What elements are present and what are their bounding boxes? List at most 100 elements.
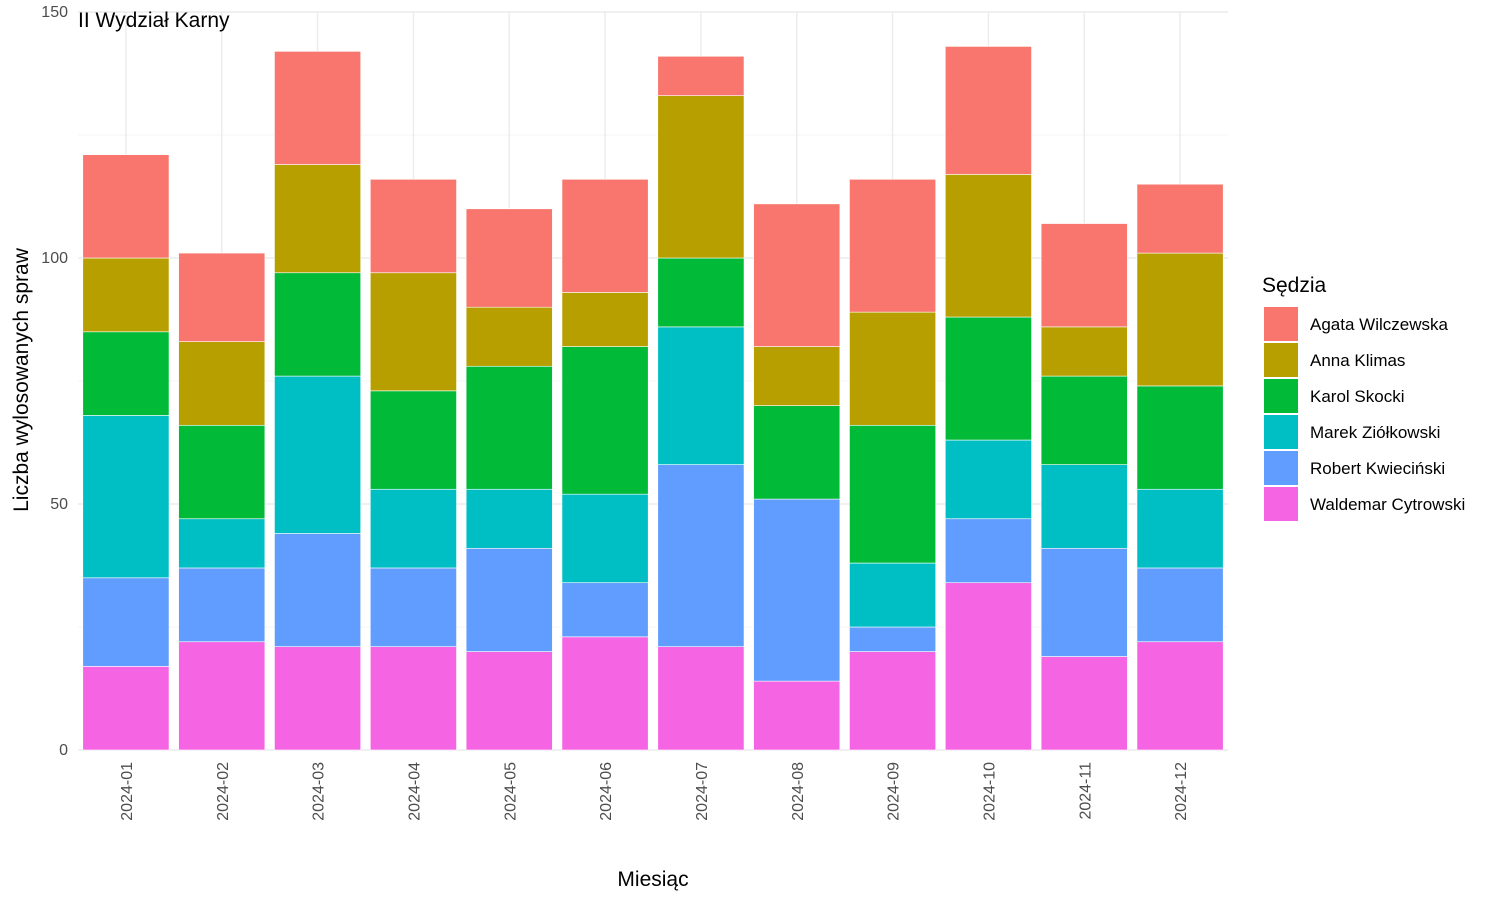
y-tick-label: 0 <box>59 742 68 759</box>
chart-title: II Wydział Karny <box>78 9 230 32</box>
y-axis-tick-labels: 0 50 100 150 <box>41 4 68 759</box>
bar-segment <box>465 208 553 308</box>
bar-segment <box>1040 547 1128 657</box>
bar-segment <box>369 272 457 392</box>
bars <box>82 46 1224 751</box>
bar-segment <box>178 567 266 643</box>
legend-label: Anna Klimas <box>1310 351 1405 370</box>
x-tick-label: 2024-08 <box>790 762 807 821</box>
legend-key <box>1264 415 1298 449</box>
x-axis-title: Miesiąc <box>617 868 688 891</box>
bar-segment <box>561 493 649 584</box>
bar-segment <box>369 646 457 751</box>
bar-segment <box>657 646 745 751</box>
bar-segment <box>944 582 1032 751</box>
bar-segment <box>657 95 745 259</box>
bar-segment <box>753 498 841 682</box>
bar-segment <box>657 326 745 465</box>
x-tick-label: 2024-01 <box>119 762 136 821</box>
x-tick-label: 2024-05 <box>502 762 519 821</box>
bar-segment <box>1136 567 1224 643</box>
bar-segment <box>753 346 841 406</box>
bar-segment <box>1136 488 1224 569</box>
y-tick-label: 100 <box>41 250 68 267</box>
legend: Sędzia Agata Wilczewska Anna Klimas Karol … <box>1262 274 1465 521</box>
bar-segment <box>944 316 1032 441</box>
legend-key <box>1264 307 1298 341</box>
bar-segment <box>753 405 841 500</box>
x-tick-label: 2024-02 <box>215 762 232 821</box>
bar-segment <box>944 174 1032 318</box>
bar-segment <box>1040 326 1128 377</box>
bar-segment <box>82 257 170 333</box>
bar-segment <box>82 154 170 259</box>
x-tick-label: 2024-12 <box>1173 762 1190 821</box>
bar-segment <box>849 562 937 628</box>
bar-segment <box>561 346 649 495</box>
legend-label: Agata Wilczewska <box>1310 315 1448 334</box>
bar-segment <box>465 306 553 367</box>
bar-segment <box>82 666 170 751</box>
bar-segment <box>657 55 745 96</box>
legend-key <box>1264 451 1298 485</box>
legend-key <box>1264 379 1298 413</box>
legend-label: Robert Kwieciński <box>1310 459 1445 478</box>
bar-segment <box>465 488 553 549</box>
bar-segment <box>274 375 362 534</box>
bar-segment <box>369 390 457 490</box>
bar-segment <box>561 582 649 638</box>
bar-segment <box>944 46 1032 175</box>
x-tick-label: 2024-07 <box>694 762 711 821</box>
bar-segment <box>1136 641 1224 751</box>
bar-segment <box>369 488 457 569</box>
bar-segment <box>1040 464 1128 549</box>
y-axis-title: Liczba wylosowanych spraw <box>10 247 33 512</box>
bar-segment <box>849 651 937 751</box>
x-tick-label: 2024-04 <box>406 762 423 821</box>
bar-segment <box>753 680 841 751</box>
y-tick-label: 150 <box>41 4 68 21</box>
bar-segment <box>849 178 937 313</box>
bar-segment <box>178 424 266 520</box>
bar-segment <box>561 178 649 293</box>
bar-segment <box>1040 223 1128 328</box>
bar-segment <box>849 424 937 564</box>
bar-segment <box>274 533 362 647</box>
bar-segment <box>753 203 841 347</box>
bar-segment <box>465 651 553 751</box>
x-axis-tick-labels: 2024-01 2024-02 2024-03 2024-04 2024-05 2024-… <box>119 762 1190 821</box>
legend-label: Karol Skocki <box>1310 387 1404 406</box>
bar-segment <box>178 252 266 342</box>
legend-label: Waldemar Cytrowski <box>1310 495 1465 514</box>
bar-segment <box>369 178 457 274</box>
bar-segment <box>657 257 745 328</box>
bar-segment <box>657 464 745 647</box>
bar-segment <box>561 636 649 751</box>
y-tick-label: 50 <box>50 496 68 513</box>
legend-key <box>1264 343 1298 377</box>
x-tick-label: 2024-10 <box>981 762 998 821</box>
legend-title: Sędzia <box>1262 274 1327 297</box>
bar-segment <box>561 292 649 347</box>
x-tick-label: 2024-03 <box>311 762 328 821</box>
bar-segment <box>178 518 266 569</box>
x-tick-label: 2024-09 <box>886 762 903 821</box>
bar-segment <box>82 415 170 579</box>
bar-segment <box>849 311 937 426</box>
x-tick-label: 2024-11 <box>1077 762 1094 820</box>
bar-segment <box>1040 375 1128 465</box>
bar-segment <box>82 577 170 667</box>
bar-segment <box>944 439 1032 520</box>
bar-segment <box>465 547 553 652</box>
bar-segment <box>274 646 362 751</box>
bar-segment <box>465 365 553 490</box>
bar-segment <box>274 51 362 165</box>
x-tick-label: 2024-06 <box>598 762 615 821</box>
legend-label: Marek Ziółkowski <box>1310 423 1440 442</box>
bar-segment <box>274 272 362 377</box>
bar-segment <box>849 626 937 652</box>
bar-segment <box>1136 252 1224 387</box>
bar-segment <box>1136 385 1224 490</box>
bar-segment <box>1136 183 1224 254</box>
